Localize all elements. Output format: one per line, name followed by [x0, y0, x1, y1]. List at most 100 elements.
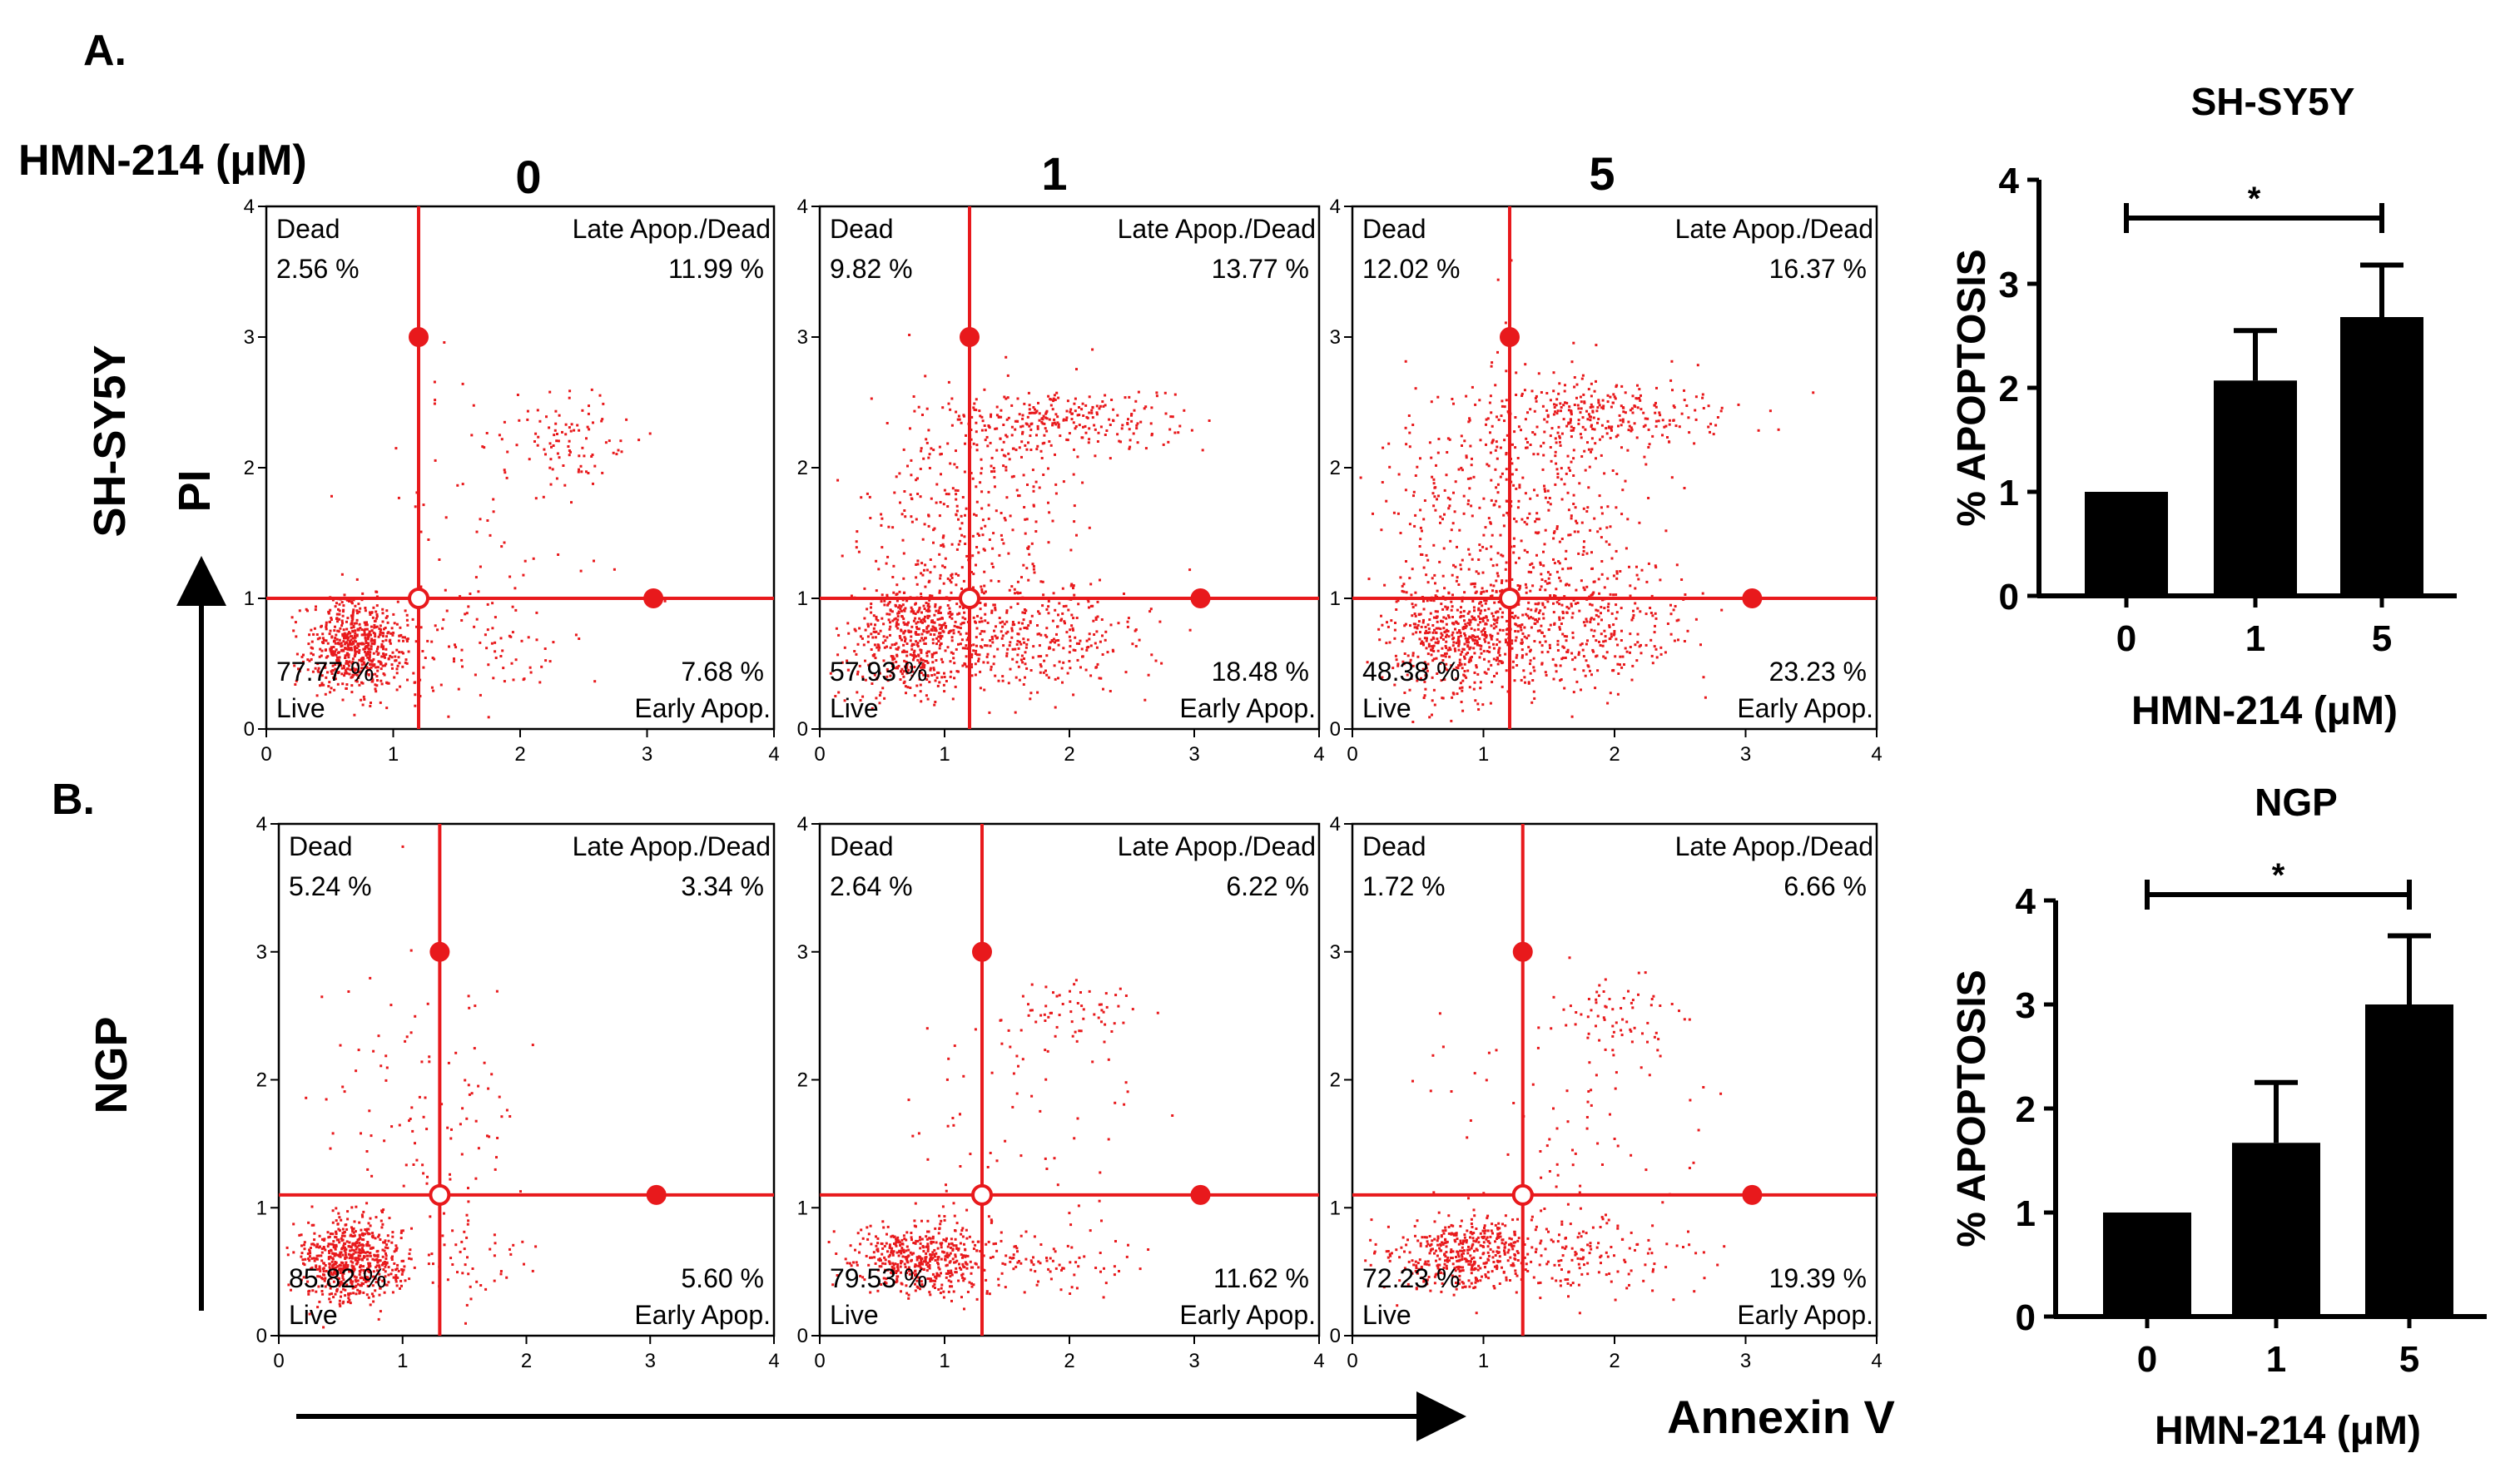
event-dot	[387, 657, 390, 661]
event-dot	[1440, 603, 1443, 606]
event-dot	[1565, 424, 1569, 428]
event-dot	[383, 627, 385, 631]
event-dot	[341, 622, 344, 625]
event-dot	[1576, 602, 1580, 604]
event-dot	[1437, 438, 1441, 440]
event-dot	[302, 1262, 305, 1265]
event-dot	[344, 1253, 347, 1257]
event-dot	[1442, 627, 1446, 630]
event-dot	[352, 1227, 355, 1230]
event-dot	[990, 635, 994, 638]
event-dot	[1631, 411, 1635, 414]
event-dot	[442, 618, 445, 622]
event-dot	[899, 1244, 902, 1247]
event-dot	[1444, 645, 1447, 647]
event-dot	[1428, 441, 1431, 444]
event-dot	[1597, 578, 1600, 581]
event-dot	[1037, 655, 1040, 658]
event-dot	[1591, 567, 1594, 570]
event-dot	[1000, 512, 1003, 514]
event-dot	[1594, 442, 1597, 445]
event-dot	[1560, 678, 1563, 681]
event-dot	[931, 1237, 935, 1240]
event-dot	[1654, 624, 1656, 627]
event-dot	[1413, 524, 1416, 528]
event-dot	[996, 647, 1000, 651]
event-dot	[909, 493, 912, 496]
event-dot	[951, 652, 955, 655]
event-dot	[311, 1242, 315, 1246]
event-dot	[977, 551, 980, 554]
event-dot	[380, 1226, 384, 1229]
event-dot	[1495, 440, 1498, 444]
event-dot	[955, 513, 958, 517]
event-dot	[1556, 476, 1560, 479]
event-dot	[1386, 625, 1390, 628]
event-dot	[358, 683, 361, 687]
event-dot	[1144, 447, 1148, 450]
event-dot	[1586, 639, 1589, 642]
event-dot	[1100, 618, 1104, 621]
event-dot	[988, 711, 991, 714]
dose-header-1: 1	[1041, 147, 1067, 200]
event-dot	[404, 658, 408, 662]
event-dot	[1624, 411, 1627, 414]
event-dot	[937, 1288, 940, 1291]
event-dot	[984, 429, 987, 432]
event-dot	[349, 1249, 352, 1252]
event-dot	[335, 1272, 338, 1276]
event-dot	[343, 674, 346, 677]
event-dot	[1569, 421, 1572, 424]
event-dot	[931, 653, 935, 656]
event-dot	[997, 1277, 1000, 1281]
event-dot	[881, 687, 885, 690]
event-dot	[990, 456, 994, 459]
event-dot	[357, 1244, 360, 1247]
event-dot	[451, 1263, 454, 1266]
event-dot	[926, 697, 930, 701]
event-dot	[933, 652, 936, 655]
event-dot	[1511, 642, 1514, 645]
event-dot	[1434, 582, 1436, 585]
event-dot	[1466, 645, 1470, 648]
event-dot	[1573, 376, 1576, 379]
event-dot	[1052, 648, 1055, 652]
event-dot	[920, 648, 923, 652]
event-dot	[1588, 415, 1591, 419]
event-dot	[1601, 399, 1605, 402]
event-dot	[310, 628, 313, 632]
event-dot	[337, 663, 340, 667]
event-dot	[894, 603, 897, 607]
event-dot	[1445, 622, 1448, 626]
gate-handle-right	[643, 588, 664, 608]
event-dot	[367, 1266, 370, 1269]
event-dot	[837, 633, 841, 637]
event-dot	[1467, 499, 1471, 503]
event-dot	[336, 682, 340, 686]
event-dot	[997, 679, 1000, 682]
event-dot	[384, 1239, 387, 1242]
event-dot	[1524, 681, 1526, 684]
event-dot	[487, 663, 490, 667]
event-dot	[1022, 637, 1025, 641]
event-dot	[1466, 669, 1470, 672]
event-dot	[331, 650, 334, 653]
event-dot	[373, 626, 376, 629]
event-dot	[1581, 425, 1585, 429]
event-dot	[562, 464, 565, 467]
event-dot	[1000, 415, 1003, 419]
event-dot	[408, 1119, 410, 1123]
event-dot	[365, 646, 368, 649]
event-dot	[1620, 639, 1623, 642]
event-dot	[1457, 664, 1461, 667]
event-dot	[933, 633, 936, 637]
event-dot	[960, 1229, 964, 1232]
event-dot	[920, 651, 923, 654]
event-dot	[1027, 578, 1030, 582]
event-dot	[1491, 564, 1495, 568]
event-dot	[1672, 419, 1675, 422]
event-dot	[1533, 640, 1536, 642]
event-dot	[869, 1224, 872, 1228]
event-dot	[1595, 639, 1598, 642]
event-dot	[523, 1262, 525, 1266]
